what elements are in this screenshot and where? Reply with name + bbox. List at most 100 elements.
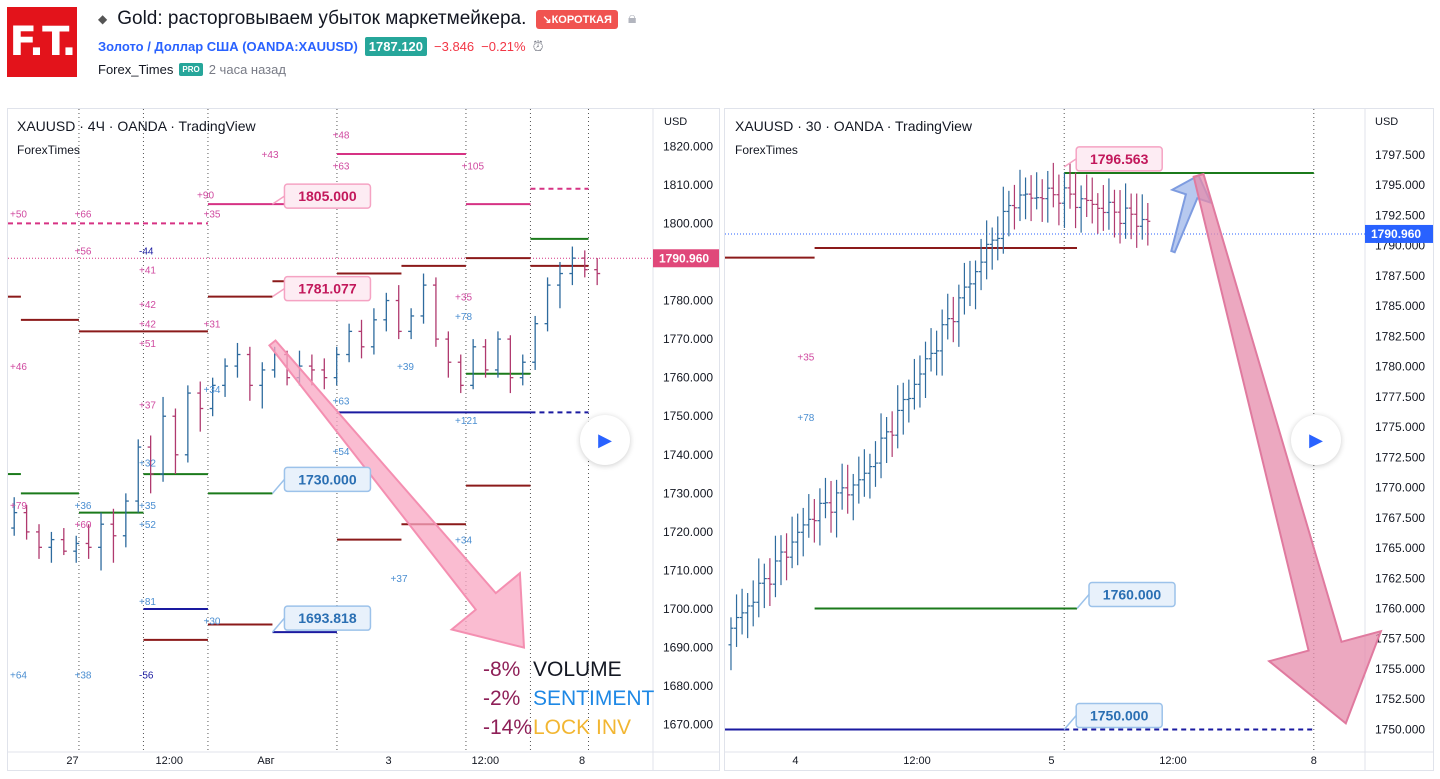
volume-marker: +121	[455, 416, 478, 427]
current-price-label: 1790.960	[1371, 227, 1421, 241]
y-tick-label: 1752.500	[1375, 692, 1425, 706]
forextimes-logo[interactable]: F.T.	[7, 7, 77, 77]
current-price-tag	[1365, 224, 1433, 243]
volume-marker: +37	[139, 401, 156, 412]
volume-marker: +42	[139, 300, 156, 311]
price-change: −3.846	[434, 39, 475, 54]
x-tick-label: 12:00	[472, 755, 500, 767]
legend-percent: -8%	[483, 658, 520, 681]
volume-marker: +60	[75, 520, 92, 531]
sort-caret-icon[interactable]: ◆	[98, 12, 108, 26]
play-icon[interactable]: ▶	[1291, 415, 1341, 465]
y-tick-label: 1750.000	[1375, 722, 1425, 736]
y-tick-label: 1700.000	[663, 602, 713, 616]
price-callout-label: 1760.000	[1103, 587, 1162, 603]
publish-time: 2 часа назад	[208, 62, 286, 77]
y-tick-label: 1795.000	[1375, 178, 1425, 192]
chart-subtitle: ForexTimes	[17, 143, 80, 157]
legend-percent: -2%	[483, 687, 520, 710]
volume-marker: +66	[75, 210, 92, 221]
x-tick-label: 8	[579, 755, 585, 767]
y-tick-label: 1730.000	[663, 486, 713, 500]
volume-marker: +32	[139, 458, 156, 469]
price-callout-label: 1693.818	[298, 610, 357, 626]
price-callout-label: 1750.000	[1090, 707, 1149, 723]
y-tick-label: 1820.000	[663, 139, 713, 153]
y-tick-label: 1777.500	[1375, 390, 1425, 404]
price-callout-label: 1805.000	[298, 188, 357, 204]
y-tick-label: 1680.000	[663, 679, 713, 693]
volume-marker: +35	[455, 293, 472, 304]
y-tick-label: 1780.000	[1375, 360, 1425, 374]
volume-marker: +105	[462, 161, 485, 172]
callout-pointer	[271, 617, 286, 633]
volume-marker: +56	[75, 246, 92, 257]
volume-marker: +35	[204, 210, 221, 221]
volume-marker: +79	[10, 501, 27, 512]
y-tick-label: 1810.000	[663, 178, 713, 192]
y-tick-label: 1770.000	[663, 332, 713, 346]
x-tick-label: 3	[385, 755, 391, 767]
volume-marker: +78	[455, 312, 472, 323]
y-tick-label: 1690.000	[663, 641, 713, 655]
y-tick-label: 1760.000	[1375, 602, 1425, 616]
price-callout	[1088, 581, 1176, 608]
volume-marker: +63	[333, 397, 350, 408]
callout-pointer	[272, 195, 285, 205]
volume-marker: +64	[10, 670, 27, 681]
chart-30m-svg[interactable]: 1750.000 1752.500 1755.000 1757.500 1760.000…	[725, 109, 1434, 771]
price-callout-label: 1730.000	[298, 471, 357, 487]
chart-title: XAUUSD · 4Ч · OANDA · TradingView	[17, 118, 256, 134]
y-tick-label: 1800.000	[663, 216, 713, 230]
volume-marker: +78	[797, 413, 814, 424]
play-icon[interactable]: ▶	[580, 415, 630, 465]
chart-4h-svg[interactable]: 1670.000 1680.000 1690.000 1700.000 1710.000…	[8, 109, 720, 771]
y-tick-label: 1720.000	[663, 525, 713, 539]
y-tick-label: 1757.500	[1375, 632, 1425, 646]
price-change-percent: −0.21%	[481, 39, 526, 54]
alarm-clock-icon[interactable]: ⏰︎	[532, 38, 544, 54]
currency-label: USD	[664, 116, 688, 128]
volume-marker: +38	[75, 670, 92, 681]
volume-marker: +35	[139, 501, 156, 512]
volume-marker: +37	[391, 574, 408, 585]
volume-marker: +42	[139, 320, 156, 331]
chart-panel-30m[interactable]: 1750.000 1752.500 1755.000 1757.500 1760.000…	[724, 108, 1434, 771]
legend-percent: -14%	[483, 716, 532, 739]
volume-marker: +31	[204, 320, 221, 331]
y-tick-label: 1765.000	[1375, 541, 1425, 555]
symbol-link[interactable]: Золото / Доллар США (OANDA:XAUUSD)	[98, 39, 358, 54]
price-callout	[1075, 702, 1163, 729]
volume-marker: +34	[455, 535, 472, 546]
callout-pointer	[271, 478, 286, 494]
volume-marker: +50	[10, 210, 27, 221]
y-tick-label: 1760.000	[663, 371, 713, 385]
chart-panel-4h[interactable]: 1670.000 1680.000 1690.000 1700.000 1710.000…	[7, 108, 720, 771]
y-tick-label: 1775.000	[1375, 420, 1425, 434]
x-tick-label: 27	[66, 755, 78, 767]
chart-subtitle: ForexTimes	[735, 143, 798, 157]
volume-marker: +81	[139, 597, 156, 608]
callout-pointer	[272, 288, 285, 298]
x-tick-label: 12:00	[1159, 755, 1187, 767]
price-callout	[283, 605, 372, 631]
chart-title: XAUUSD · 30 · OANDA · TradingView	[735, 118, 973, 134]
volume-marker: +34	[204, 385, 221, 396]
x-tick-label: 5	[1048, 755, 1054, 767]
legend-label: VOLUME	[533, 658, 622, 681]
price-callout	[1075, 146, 1163, 172]
author-name[interactable]: Forex_Times	[98, 62, 174, 77]
x-tick-label: 12:00	[155, 755, 183, 767]
volume-marker: +63	[333, 161, 350, 172]
volume-marker: +51	[139, 339, 156, 350]
lock-icon: 🔒︎	[627, 10, 637, 27]
volume-marker: +48	[333, 131, 350, 142]
volume-marker: +41	[139, 266, 156, 277]
volume-marker: -56	[139, 670, 154, 681]
price-callout	[283, 466, 372, 493]
volume-marker: +39	[397, 362, 414, 373]
y-tick-label: 1762.500	[1375, 571, 1425, 585]
y-tick-label: 1780.000	[663, 294, 713, 308]
price-callout-label: 1796.563	[1090, 151, 1149, 167]
current-price-tag	[653, 249, 719, 268]
